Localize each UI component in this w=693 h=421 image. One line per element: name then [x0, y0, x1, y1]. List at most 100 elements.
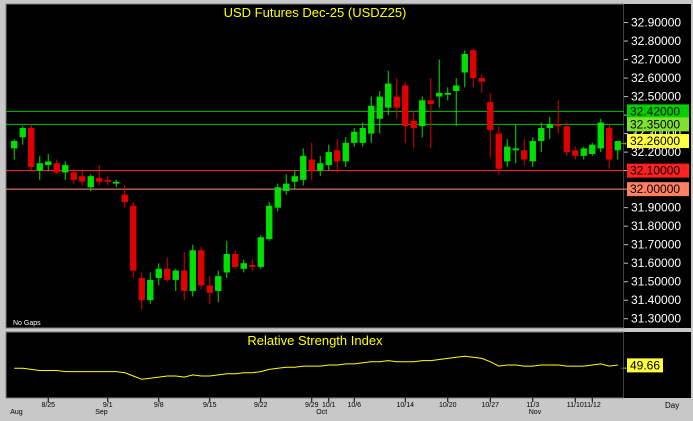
- candle-body: [504, 146, 511, 162]
- candle-body: [45, 161, 52, 166]
- candle-body: [223, 253, 230, 273]
- month-label: Sep: [95, 409, 108, 416]
- rsi-chart-title: Relative Strength Index: [247, 333, 383, 348]
- x-tick-label: 9/1: [103, 402, 113, 409]
- candle-body: [257, 237, 264, 267]
- horizontal-line-label-bg: [627, 182, 689, 197]
- x-tick-label: 11/10: [567, 402, 584, 409]
- candle-body: [393, 96, 400, 108]
- y-tick-label: 31.40000: [631, 293, 681, 307]
- month-label: Nov: [529, 409, 542, 416]
- candle-body: [155, 268, 162, 279]
- candle-body: [181, 270, 188, 291]
- candle-body: [580, 148, 587, 156]
- candle-body: [368, 105, 375, 134]
- y-tick-label: 32.70000: [631, 53, 681, 67]
- x-tick-label: 9/8: [154, 402, 164, 409]
- candle-body: [478, 78, 485, 82]
- x-tick-label: 10/27: [481, 402, 499, 409]
- horizontal-line-label-bg: [627, 104, 689, 119]
- x-tick-label: 9/29: [305, 402, 319, 409]
- candle-body: [266, 205, 273, 240]
- candle-body: [308, 159, 315, 171]
- x-tick-label: 10/1: [322, 402, 336, 409]
- y-tick-label: 31.90000: [631, 201, 681, 215]
- candle-body: [291, 176, 298, 182]
- candle-body: [521, 150, 528, 160]
- y-tick-label: 32.90000: [631, 16, 681, 30]
- candle-body: [470, 50, 477, 79]
- candle-body: [79, 176, 86, 182]
- rsi-panel: [5, 331, 625, 399]
- x-tick-label: 11/12: [584, 402, 601, 409]
- candle-body: [70, 172, 77, 180]
- rsi-last-label-bg: [627, 358, 663, 373]
- candle-body: [461, 53, 468, 73]
- candle-body: [28, 128, 35, 167]
- candle-body: [87, 176, 94, 188]
- price-chart-title: USD Futures Dec-25 (USDZ25): [224, 5, 407, 20]
- candle-body: [572, 150, 579, 156]
- y-tick-label: 31.50000: [631, 275, 681, 289]
- horizontal-line-label: 32.10000: [630, 164, 680, 178]
- month-label: Aug: [10, 409, 23, 416]
- candle-body: [538, 128, 545, 142]
- y-tick-label: 31.80000: [631, 219, 681, 233]
- candle-body: [249, 265, 256, 267]
- x-tick-label: 9/22: [254, 402, 268, 409]
- rsi-last-marker: →: [619, 361, 628, 371]
- y-tick-label: 32.50000: [631, 90, 681, 104]
- candle-body: [342, 142, 349, 162]
- last-price-marker: →: [619, 137, 628, 147]
- candle-body: [96, 178, 103, 182]
- price-panel: [5, 3, 625, 329]
- candle-body: [11, 141, 18, 149]
- horizontal-line-label-bg: [627, 163, 689, 178]
- candle-body: [402, 85, 409, 127]
- candle-body: [444, 92, 451, 95]
- x-tick-label: 10/20: [439, 402, 457, 409]
- candle-body: [487, 102, 494, 130]
- x-tick-label: 9/15: [203, 402, 217, 409]
- candle-body: [283, 183, 290, 191]
- candle-body: [240, 263, 247, 269]
- candle-body: [606, 128, 613, 160]
- candle-body: [215, 276, 222, 291]
- candle-body: [529, 141, 536, 162]
- candle-body: [563, 126, 570, 153]
- no-gaps-note: No Gaps: [13, 320, 41, 327]
- candle-body: [36, 163, 43, 171]
- horizontal-line-label: 32.35000: [630, 117, 680, 131]
- candle-body: [19, 128, 26, 138]
- x-tick-label: 10/6: [347, 402, 361, 409]
- candle-body: [232, 253, 239, 267]
- candle-body: [334, 150, 341, 162]
- y-tick-label: 32.80000: [631, 34, 681, 48]
- horizontal-line-label: 32.42000: [630, 104, 680, 118]
- candle-body: [274, 187, 281, 208]
- x-tick-label: 8/25: [41, 402, 55, 409]
- candle-body: [138, 278, 145, 301]
- x-tick-label: 10/14: [396, 402, 414, 409]
- candle-body: [104, 179, 111, 182]
- candle-body: [512, 148, 519, 151]
- candle-body: [62, 165, 69, 173]
- candle-body: [419, 100, 426, 127]
- candle-body: [172, 270, 179, 280]
- y-tick-label: 31.70000: [631, 238, 681, 252]
- candle-body: [113, 181, 120, 184]
- last-price-label-bg: [627, 134, 689, 149]
- y-tick-label: 32.60000: [631, 71, 681, 85]
- candle-body: [351, 131, 358, 143]
- candle-body: [359, 128, 366, 143]
- candle-body: [53, 163, 60, 173]
- candle-body: [189, 250, 196, 291]
- candle-body: [300, 155, 307, 180]
- candle-body: [376, 96, 383, 119]
- rsi-last-label: 49.66: [630, 358, 660, 372]
- candle-body: [453, 85, 460, 92]
- rsi-line: [14, 355, 618, 380]
- candle-body: [385, 83, 392, 108]
